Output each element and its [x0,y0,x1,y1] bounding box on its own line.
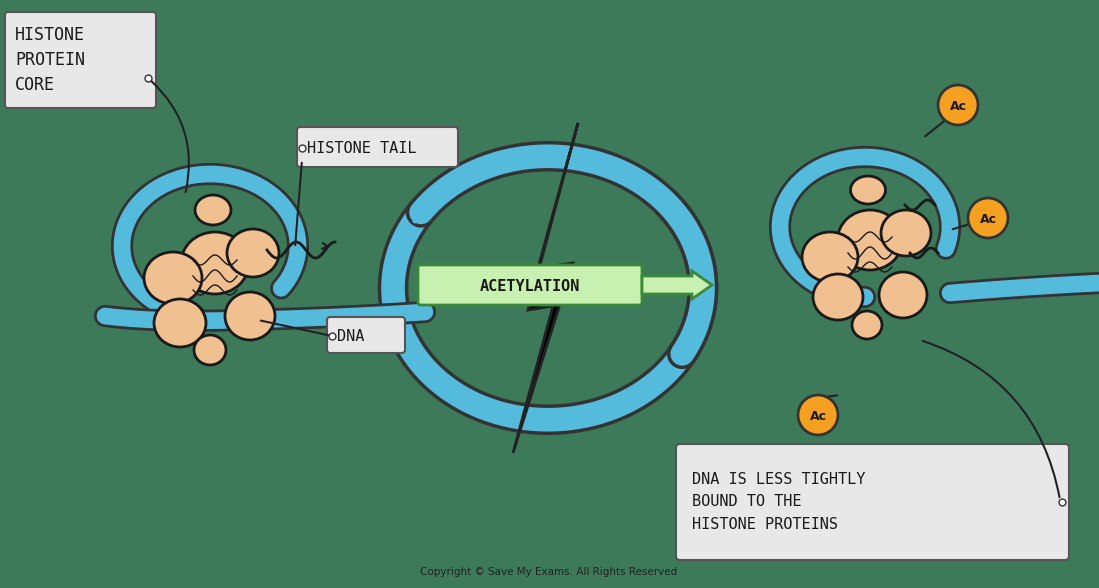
FancyBboxPatch shape [418,265,642,305]
Polygon shape [513,123,578,453]
Text: Copyright © Save My Exams. All Rights Reserved: Copyright © Save My Exams. All Rights Re… [421,567,678,577]
Ellipse shape [195,195,231,225]
FancyBboxPatch shape [5,12,156,108]
FancyBboxPatch shape [328,317,406,353]
Ellipse shape [181,232,249,294]
Ellipse shape [154,299,206,347]
Ellipse shape [881,210,931,256]
Text: Ac: Ac [810,409,826,423]
Text: ACETYLATION: ACETYLATION [480,279,580,293]
Circle shape [798,395,839,435]
Text: Ac: Ac [979,212,997,226]
FancyBboxPatch shape [297,127,458,167]
Text: HISTONE
PROTEIN
CORE: HISTONE PROTEIN CORE [15,26,85,94]
Circle shape [968,198,1008,238]
Circle shape [939,85,978,125]
FancyArrow shape [642,271,712,299]
FancyBboxPatch shape [676,444,1069,560]
Text: DNA: DNA [337,329,365,343]
Ellipse shape [879,272,926,318]
Ellipse shape [227,229,279,277]
Ellipse shape [802,232,858,282]
Ellipse shape [851,176,886,204]
Text: HISTONE TAIL: HISTONE TAIL [307,141,417,155]
Text: DNA IS LESS TIGHTLY
BOUND TO THE
HISTONE PROTEINS: DNA IS LESS TIGHTLY BOUND TO THE HISTONE… [692,472,865,532]
Ellipse shape [813,274,863,320]
Ellipse shape [144,252,202,304]
Ellipse shape [837,210,902,270]
Ellipse shape [225,292,275,340]
Ellipse shape [195,335,226,365]
Text: Ac: Ac [950,99,966,112]
Ellipse shape [852,311,882,339]
